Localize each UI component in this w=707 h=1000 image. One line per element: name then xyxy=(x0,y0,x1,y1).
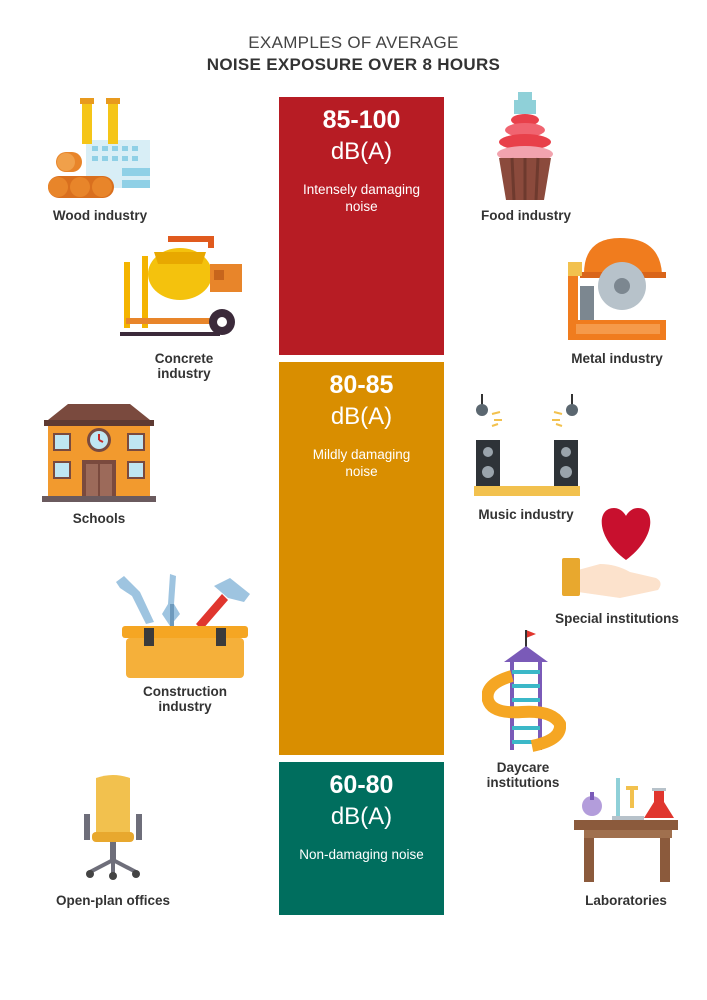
stage-speakers-icon xyxy=(472,394,582,498)
label-special-institutions: Special institutions xyxy=(555,611,679,626)
band-unit: dB(A) xyxy=(330,803,393,830)
band-unit: dB(A) xyxy=(330,138,393,165)
playground-slide-icon xyxy=(482,628,566,752)
label-wood-industry: Wood industry xyxy=(52,208,148,223)
band-range: 60-80 xyxy=(329,771,394,799)
band-60-80: 60-80 dB(A) Non-damaging noise xyxy=(279,762,444,915)
concrete-mixer-icon xyxy=(118,234,248,340)
label-schools: Schools xyxy=(72,511,126,526)
school-building-icon xyxy=(40,402,158,504)
label-music-industry: Music industry xyxy=(478,507,574,522)
label-laboratories: Laboratories xyxy=(585,893,667,908)
label-food-industry: Food industry xyxy=(481,208,571,223)
band-unit: dB(A) xyxy=(330,403,393,430)
band-description: Intensely damaging noise xyxy=(302,182,421,214)
label-open-plan-offices: Open-plan offices xyxy=(55,893,170,908)
band-description: Mildly damaging noise xyxy=(312,447,411,479)
title-line-2: NOISE EXPOSURE OVER 8 HOURS xyxy=(206,55,501,74)
band-range: 80-85 xyxy=(329,371,394,399)
band-85-100: 85-100 dB(A) Intensely damaging noise xyxy=(279,97,444,355)
office-chair-icon xyxy=(80,774,146,880)
band-80-85: 80-85 dB(A) Mildly damaging noise xyxy=(279,362,444,755)
label-concrete-industry: Concrete industry xyxy=(154,351,214,381)
circular-saw-icon xyxy=(566,234,668,344)
label-daycare-institutions: Daycare institutions xyxy=(486,760,560,790)
heart-in-hand-icon xyxy=(560,500,670,604)
cupcake-icon xyxy=(496,90,556,200)
lab-bench-icon xyxy=(574,776,678,884)
label-metal-industry: Metal industry xyxy=(571,351,663,366)
label-construction-industry: Construction industry xyxy=(143,684,227,714)
toolbox-icon xyxy=(110,574,260,682)
band-range: 85-100 xyxy=(322,106,401,134)
band-description: Non-damaging noise xyxy=(299,847,424,862)
title-line-1: EXAMPLES OF AVERAGE xyxy=(248,33,459,52)
factory-logs-icon xyxy=(46,96,154,201)
